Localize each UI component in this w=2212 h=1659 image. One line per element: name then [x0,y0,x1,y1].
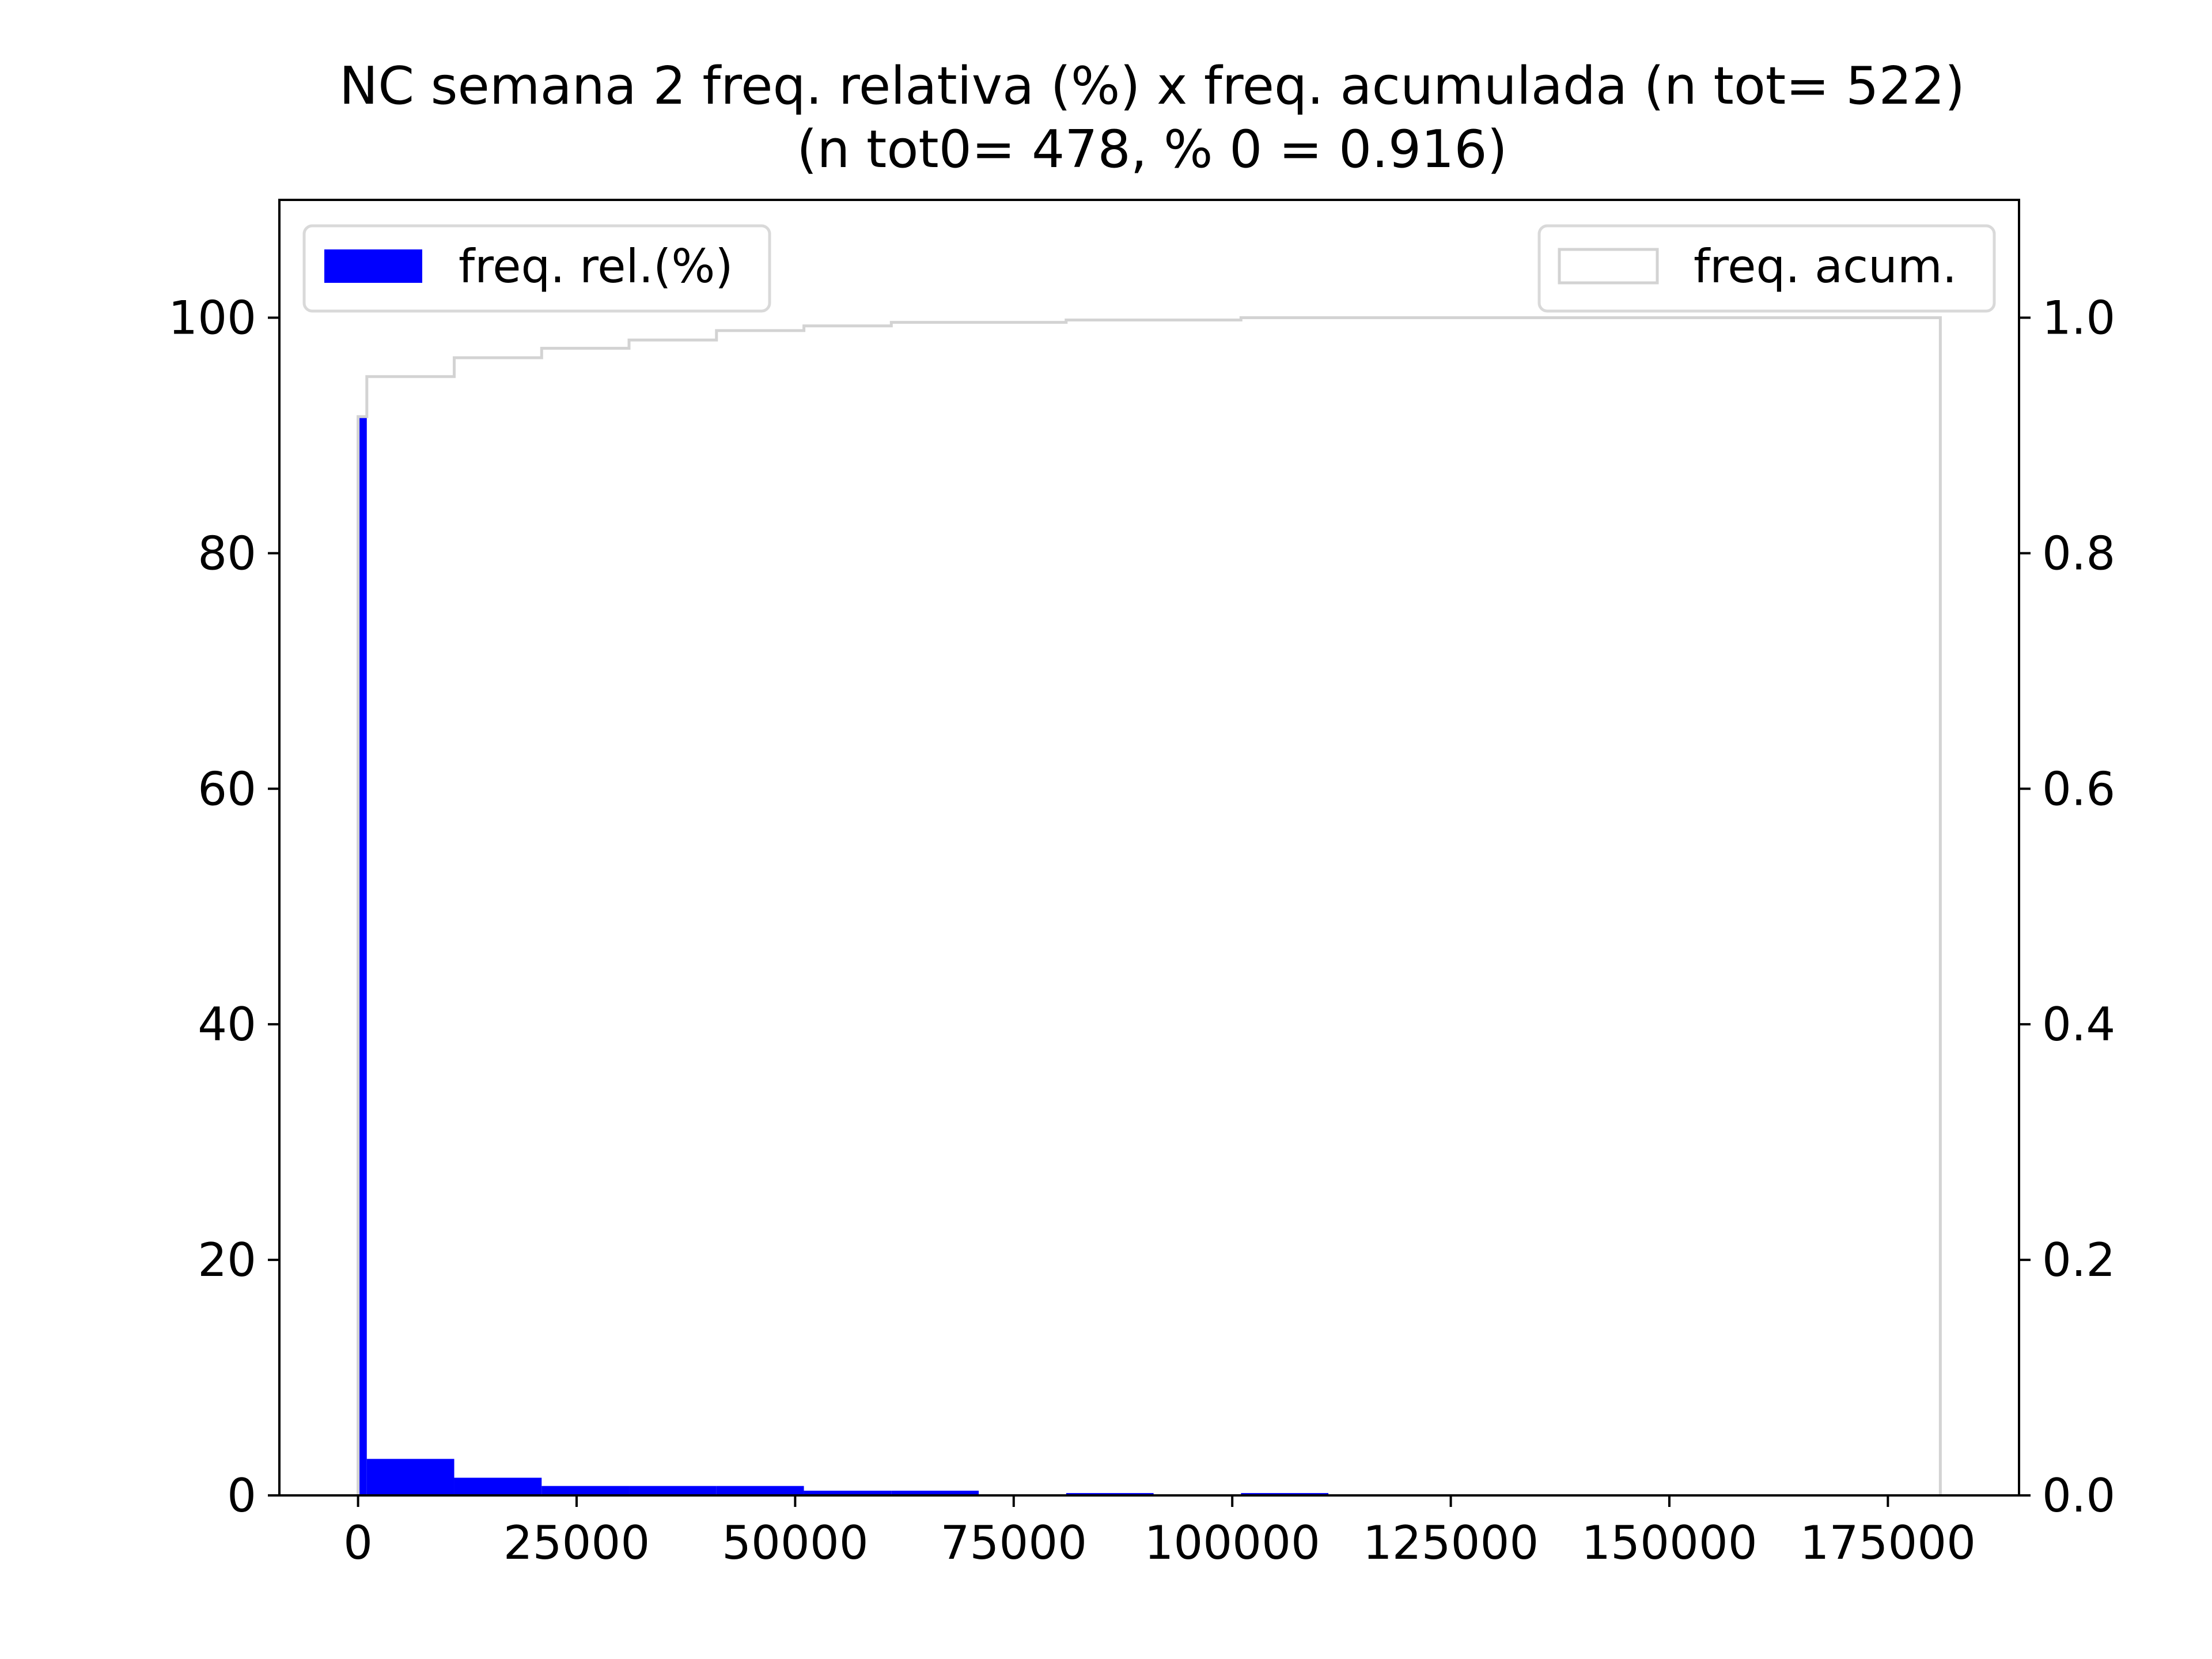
plot-axes: 0 25000 50000 75000 100000 125000 150000 175000… [168,199,2115,1570]
hist-bar-7 [891,1490,979,1495]
x-tick-label-0: 0 [343,1516,373,1570]
x-tick-label-4: 100000 [1144,1516,1320,1570]
hist-bar-6 [804,1490,892,1495]
hist-bar-0 [358,416,367,1496]
chart-title-line-1: NC semana 2 freq. relativa (%) x freq. a… [339,56,1965,116]
y-left-tick-label-0: 0 [227,1469,256,1522]
legend-acum-frame [1537,224,1996,313]
y-left-tick-label-1: 20 [198,1233,256,1287]
hist-bar-5 [716,1486,804,1495]
legend-rel: freq. rel.(%) [302,224,771,313]
legend-rel-frame [302,224,771,313]
x-tick-label-2: 50000 [722,1516,869,1570]
legend-acum-label: freq. acum. [1694,240,1957,293]
cumulative-step-line [357,316,1942,1495]
y-left-tick-label-5: 100 [168,291,256,344]
hist-bar-11 [1241,1493,1329,1495]
y-left-tick-label-3: 60 [198,762,256,816]
y-left-tick-label-4: 80 [198,527,256,580]
plot-frame [278,199,2020,1497]
y-right-tick-label-2: 0.4 [2042,998,2115,1051]
y-left-tick-label-2: 40 [198,998,256,1051]
y-right-tick-label-4: 0.8 [2042,527,2115,580]
chart-title-line-2: (n tot0= 478, % 0 = 0.916) [797,119,1507,180]
legend-acum: freq. acum. [1537,224,1996,313]
x-tick-label-6: 150000 [1581,1516,1757,1570]
hist-bar-9 [1066,1493,1154,1495]
y-right-tick-label-1: 0.2 [2042,1233,2115,1287]
x-tick-label-3: 75000 [941,1516,1088,1570]
hist-bar-2 [454,1478,542,1495]
legend-rel-label: freq. rel.(%) [459,240,733,293]
y-right-tick-label-3: 0.6 [2042,762,2115,816]
hist-bar-1 [366,1459,454,1495]
hist-bar-3 [541,1486,630,1495]
plot-marks [357,316,1942,1496]
legend-rel-swatch [324,249,422,283]
x-tick-label-1: 25000 [503,1516,650,1570]
legend-acum-swatch [1558,248,1659,285]
y-right-tick-label-5: 1.0 [2042,291,2115,344]
x-tick-label-5: 125000 [1363,1516,1539,1570]
hist-bar-4 [629,1486,717,1495]
x-tick-label-7: 175000 [1800,1516,1976,1570]
y-right-tick-label-0: 0.0 [2042,1469,2115,1522]
